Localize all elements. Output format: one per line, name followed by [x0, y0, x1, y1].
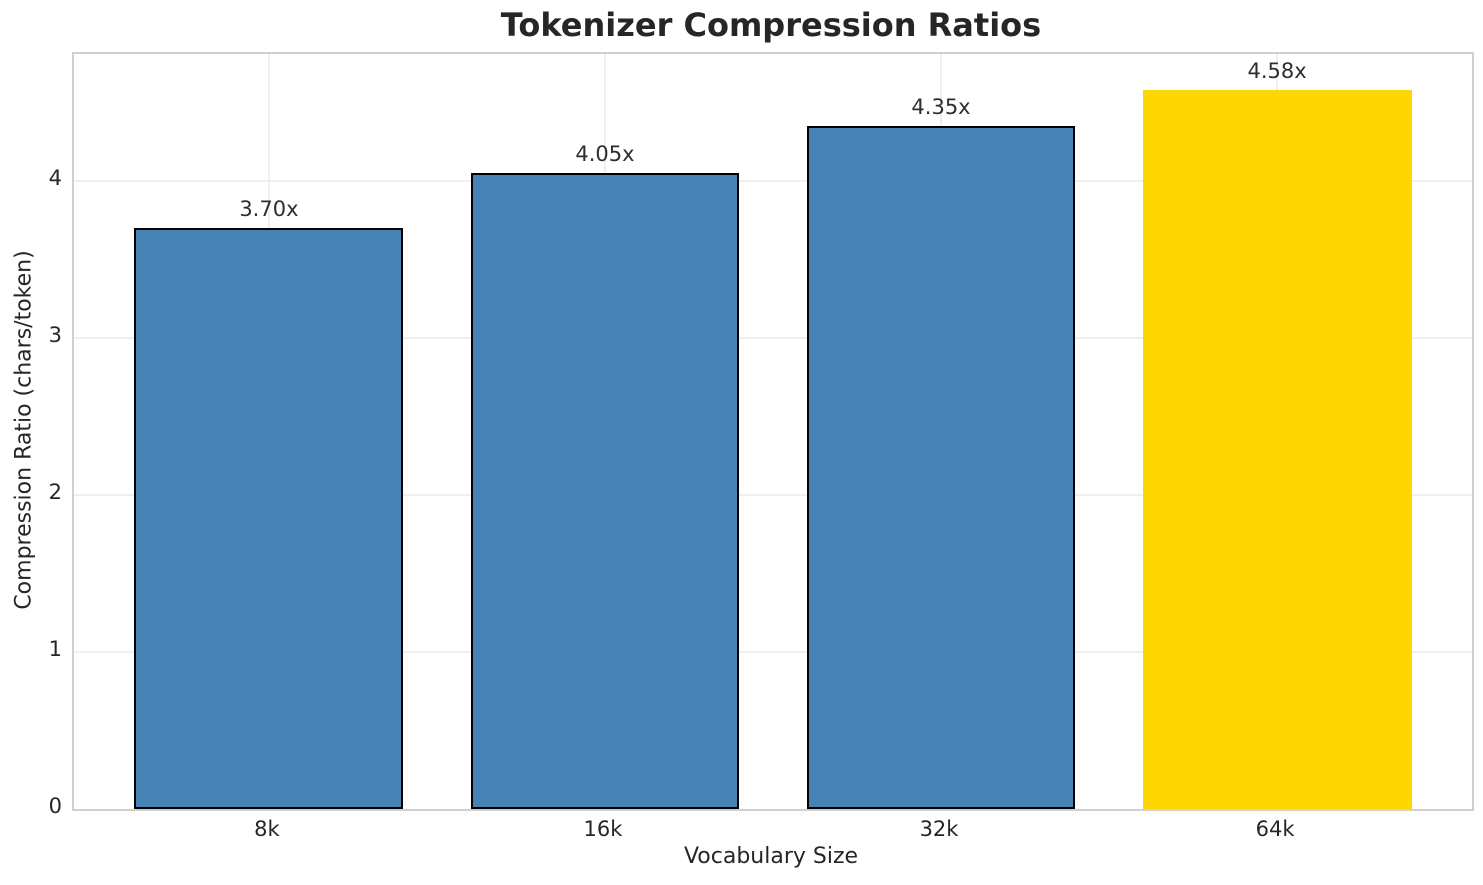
gridline-y-3	[74, 337, 1472, 340]
y-axis-label: Compression Ratio (chars/token)	[11, 250, 37, 610]
ytick-label-1: 1	[48, 637, 62, 662]
ytick-label-2: 2	[48, 480, 62, 505]
gridline-y-2	[74, 494, 1472, 497]
bar-64k	[1142, 90, 1412, 809]
bar-value-label-16k: 4.05x	[575, 142, 635, 167]
bar-32k	[806, 126, 1076, 809]
bar-16k	[470, 173, 740, 809]
bar-value-label-64k: 4.58x	[1247, 59, 1307, 84]
xtick-label-8k: 8k	[254, 817, 280, 841]
bar-8k	[134, 228, 404, 809]
xtick-label-16k: 16k	[583, 817, 623, 841]
chart-title: Tokenizer Compression Ratios	[500, 6, 1042, 44]
x-axis-label: Vocabulary Size	[683, 844, 859, 869]
ytick-label-0: 0	[48, 794, 62, 818]
xtick-label-32k: 32k	[919, 817, 959, 841]
plot-area: 3.70x 4.05x 4.35x 4.58x	[72, 52, 1474, 811]
ytick-label-3: 3	[48, 323, 62, 348]
gridline-y-4	[74, 180, 1472, 183]
bar-value-label-8k: 3.70x	[239, 197, 299, 222]
gridline-y-1	[74, 651, 1472, 654]
ytick-label-4: 4	[48, 166, 62, 191]
bar-value-label-32k: 4.35x	[911, 95, 971, 120]
xtick-label-64k: 64k	[1255, 817, 1295, 841]
